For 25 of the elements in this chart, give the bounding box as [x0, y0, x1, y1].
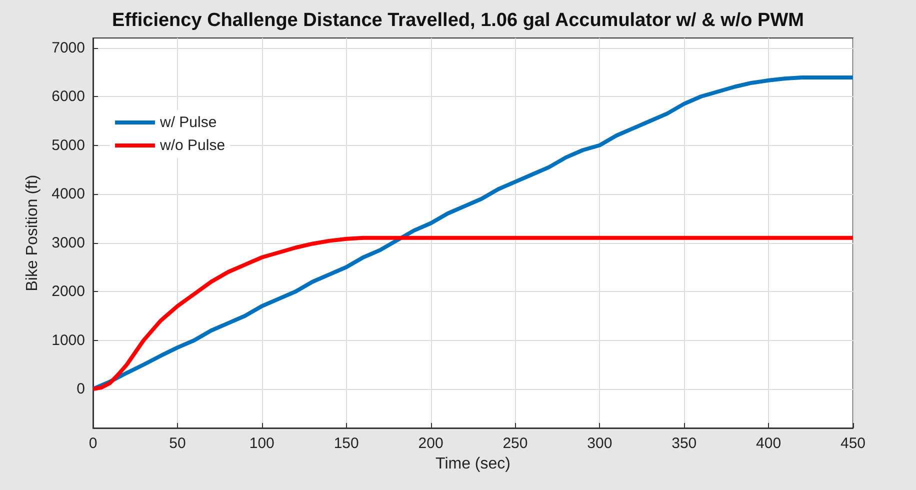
x-tick-label: 250: [502, 435, 528, 452]
y-tick-label: 4000: [52, 186, 85, 202]
x-tick-label: 150: [334, 435, 359, 452]
x-axis-title: Time (sec): [436, 456, 510, 472]
chart-title: Efficiency Challenge Distance Travelled, 1.06 gal Accumulator w/ & w/o PWM: [112, 10, 804, 31]
line-series: [91, 236, 855, 391]
y-axis-title: Bike Position (ft): [24, 174, 42, 292]
y-tick-label: 5000: [52, 136, 85, 154]
x-tick-label: 300: [587, 435, 612, 452]
y-tick-label: 1000: [52, 332, 85, 349]
x-tick-label: 450: [840, 435, 866, 452]
legend-label: w/o Pulse: [159, 137, 226, 154]
x-tick-label: 50: [169, 435, 186, 452]
x-tick-label: 100: [249, 435, 274, 452]
y-tick-label: 0: [76, 380, 85, 398]
x-tick-label: 400: [756, 435, 782, 452]
y-tick-label: 7000: [52, 39, 85, 56]
x-tick-label: 350: [672, 435, 697, 452]
y-tick-label: 3000: [52, 234, 85, 252]
x-tick-label: 200: [418, 435, 444, 452]
y-tick-label: 6000: [52, 88, 85, 105]
x-tick-label: 0: [88, 435, 98, 452]
y-tick-label: 2000: [52, 283, 85, 300]
legend-label: w/ Pulse: [159, 114, 217, 131]
line-series: [91, 75, 855, 391]
